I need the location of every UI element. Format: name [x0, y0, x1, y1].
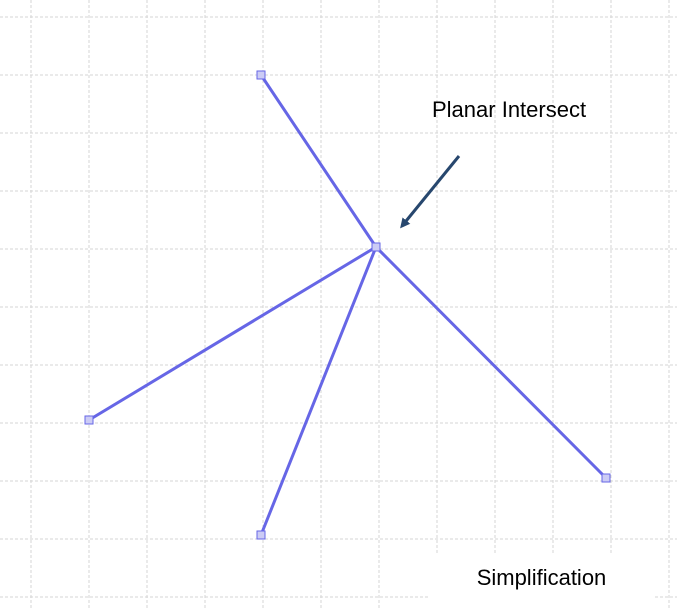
node-left[interactable] [84, 415, 94, 425]
caption-box: Simplification [428, 555, 655, 608]
annotation-arrow-icon [400, 155, 461, 229]
edges [87, 73, 608, 537]
edge-center-top [259, 73, 378, 249]
edge-center-bottom [259, 245, 378, 537]
edge-center-right [374, 245, 608, 480]
node-right[interactable] [601, 473, 611, 483]
nodes [84, 70, 611, 540]
node-center[interactable] [371, 242, 381, 252]
caption: Simplification [476, 565, 607, 590]
node-bottom[interactable] [256, 530, 266, 540]
node-top[interactable] [256, 70, 266, 80]
edge-center-left [87, 245, 378, 422]
annotation-label: Planar Intersect [432, 97, 587, 122]
